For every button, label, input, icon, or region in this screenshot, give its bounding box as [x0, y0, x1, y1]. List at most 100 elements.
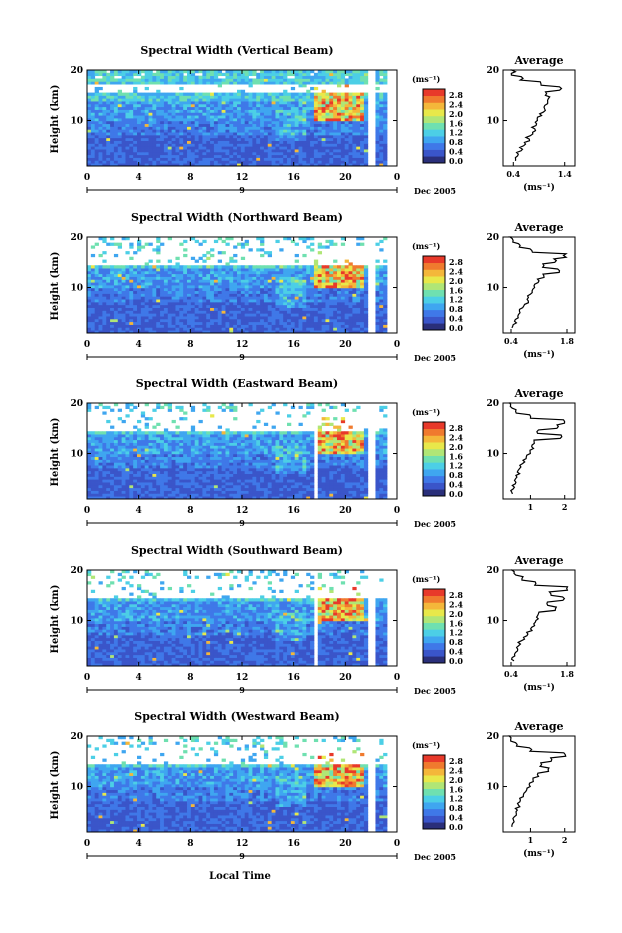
heatmap-cell	[168, 308, 172, 311]
heatmap-cell	[275, 73, 279, 76]
heatmap-cell	[195, 308, 199, 311]
heatmap-cell	[160, 282, 164, 285]
heatmap-cell	[264, 313, 268, 316]
heatmap-cell	[345, 129, 349, 132]
heatmap-cell	[302, 135, 306, 138]
heatmap-cell	[91, 302, 95, 305]
heatmap-cell	[218, 146, 222, 149]
heatmap-cell	[360, 277, 364, 280]
heatmap-cell	[149, 491, 153, 494]
heatmap-cell	[379, 291, 383, 294]
heatmap-cell	[345, 78, 349, 81]
heatmap-cell	[156, 132, 160, 135]
heatmap-cell	[252, 479, 256, 482]
heatmap-cell	[306, 112, 310, 115]
heatmap-cell	[118, 325, 122, 328]
heatmap-cell	[129, 288, 133, 291]
heatmap-cell	[222, 110, 226, 113]
heatmap-cell	[172, 141, 176, 144]
heatmap-cell	[375, 93, 379, 96]
heatmap-cell	[122, 143, 126, 146]
heatmap-cell	[87, 476, 91, 479]
heatmap-cell	[183, 322, 187, 325]
heatmap-cell	[249, 126, 253, 129]
heatmap-cell	[156, 310, 160, 313]
heatmap-cell	[279, 141, 283, 144]
heatmap-cell	[272, 93, 276, 96]
heatmap-cell	[256, 93, 260, 96]
heatmap-cell	[295, 310, 299, 313]
heatmap-cell	[160, 308, 164, 311]
heatmap-cell	[129, 124, 133, 127]
heatmap-cell	[341, 146, 345, 149]
heatmap-cell	[333, 112, 337, 115]
heatmap-cell	[102, 98, 106, 101]
heatmap-cell	[118, 121, 122, 124]
heatmap-cell	[164, 143, 168, 146]
heatmap-cell	[352, 277, 356, 280]
heatmap-cell	[125, 132, 129, 135]
heatmap-cell	[287, 155, 291, 158]
heatmap-cell	[102, 482, 106, 485]
heatmap-cell	[195, 488, 199, 491]
heatmap-cell	[214, 110, 218, 113]
heatmap-cell	[199, 491, 203, 494]
heatmap-cell	[125, 121, 129, 124]
heatmap-cell	[175, 265, 179, 268]
heatmap-cell	[325, 479, 329, 482]
heatmap-cell	[199, 296, 203, 299]
heatmap-cell	[137, 485, 141, 488]
heatmap-cell	[360, 288, 364, 291]
heatmap-cell	[287, 104, 291, 107]
heatmap-cell	[287, 319, 291, 322]
heatmap-cell	[87, 308, 91, 311]
heatmap-cell	[333, 491, 337, 494]
heatmap-cell	[383, 126, 387, 129]
heatmap-cell	[283, 143, 287, 146]
heatmap-cell	[152, 322, 156, 325]
heatmap-cell	[249, 479, 253, 482]
heatmap-cell	[233, 81, 237, 84]
heatmap-cell	[99, 95, 103, 98]
heatmap-cell	[379, 322, 383, 325]
heatmap-cell	[125, 152, 129, 155]
heatmap-cell	[214, 107, 218, 110]
heatmap-cell	[175, 141, 179, 144]
heatmap-cell	[360, 302, 364, 305]
heatmap-cell	[214, 93, 218, 96]
heatmap-cell	[356, 93, 360, 96]
heatmap-cell	[129, 291, 133, 294]
heatmap-cell	[349, 160, 353, 163]
heatmap-cell	[87, 288, 91, 291]
heatmap-cell	[333, 485, 337, 488]
heatmap-cell	[318, 101, 322, 104]
heatmap-cell	[268, 141, 272, 144]
heatmap-cell	[122, 121, 126, 124]
heatmap-cell	[302, 95, 306, 98]
heatmap-cell	[218, 95, 222, 98]
heatmap-cell	[318, 327, 322, 330]
heatmap-cell	[110, 299, 114, 302]
heatmap-cell	[364, 126, 368, 129]
heatmap-cell	[295, 146, 299, 149]
heatmap-cell	[375, 482, 379, 485]
heatmap-cell	[125, 277, 129, 280]
heatmap-cell	[302, 279, 306, 282]
heatmap-cell	[91, 152, 95, 155]
heatmap-cell	[156, 491, 160, 494]
heatmap-cell	[222, 285, 226, 288]
heatmap-cell	[249, 112, 253, 115]
heatmap-cell	[295, 129, 299, 132]
heatmap-cell	[287, 285, 291, 288]
heatmap-cell	[341, 305, 345, 308]
heatmap-cell	[356, 149, 360, 152]
heatmap-cell	[141, 155, 145, 158]
heatmap-cell	[206, 279, 210, 282]
heatmap-cell	[375, 293, 379, 296]
heatmap-cell	[264, 152, 268, 155]
heatmap-cell	[345, 265, 349, 268]
heatmap-cell	[183, 293, 187, 296]
heatmap-cell	[225, 98, 229, 101]
heatmap-cell	[379, 248, 383, 251]
heatmap-cell	[152, 160, 156, 163]
